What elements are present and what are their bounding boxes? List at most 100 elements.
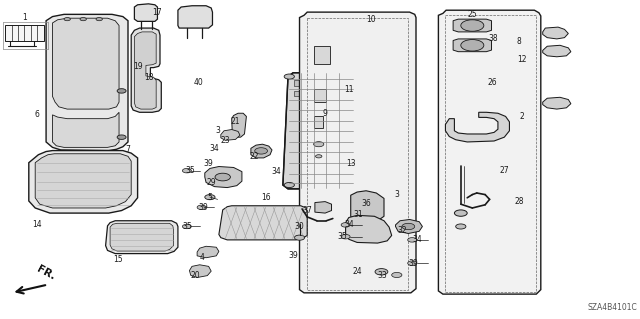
Circle shape xyxy=(348,182,358,188)
Text: 3: 3 xyxy=(215,126,220,135)
Circle shape xyxy=(402,223,415,230)
Polygon shape xyxy=(453,19,492,32)
Bar xyxy=(314,46,330,64)
Text: 4: 4 xyxy=(199,253,204,262)
Polygon shape xyxy=(438,10,541,294)
Polygon shape xyxy=(205,167,242,188)
Text: 5: 5 xyxy=(207,193,212,202)
Polygon shape xyxy=(232,113,246,137)
Polygon shape xyxy=(189,265,211,278)
Text: SZA4B4101C: SZA4B4101C xyxy=(587,303,637,312)
Circle shape xyxy=(341,223,350,227)
Polygon shape xyxy=(543,27,568,39)
Circle shape xyxy=(284,74,294,79)
Text: 19: 19 xyxy=(133,63,143,71)
Circle shape xyxy=(314,142,324,147)
Polygon shape xyxy=(315,202,332,213)
Circle shape xyxy=(64,18,70,21)
Circle shape xyxy=(117,135,126,139)
Polygon shape xyxy=(283,73,355,189)
Text: 2: 2 xyxy=(519,112,524,121)
Polygon shape xyxy=(300,12,416,293)
Text: 39: 39 xyxy=(408,259,418,268)
Text: 22: 22 xyxy=(250,152,259,161)
Circle shape xyxy=(316,155,322,158)
Text: 30: 30 xyxy=(294,222,305,231)
Text: 18: 18 xyxy=(145,73,154,82)
Polygon shape xyxy=(251,144,272,158)
Polygon shape xyxy=(197,246,219,258)
Text: 13: 13 xyxy=(346,159,356,168)
Text: 36: 36 xyxy=(361,199,371,208)
Bar xyxy=(294,80,310,86)
Text: 15: 15 xyxy=(113,256,124,264)
Polygon shape xyxy=(134,32,156,109)
Circle shape xyxy=(197,205,206,210)
Text: 27: 27 xyxy=(499,166,509,175)
Text: 40: 40 xyxy=(193,78,204,87)
Text: FR.: FR. xyxy=(35,264,57,282)
Text: 39: 39 xyxy=(203,159,213,168)
Text: 3: 3 xyxy=(394,190,399,199)
Circle shape xyxy=(182,224,191,229)
Bar xyxy=(336,80,349,86)
Polygon shape xyxy=(351,191,384,223)
Circle shape xyxy=(255,148,268,154)
Circle shape xyxy=(461,40,484,51)
Text: 24: 24 xyxy=(352,267,362,276)
Text: 34: 34 xyxy=(344,220,354,229)
Polygon shape xyxy=(543,45,571,57)
Text: 1: 1 xyxy=(22,13,27,22)
Text: 23: 23 xyxy=(220,136,230,145)
Text: 34: 34 xyxy=(271,167,282,176)
Polygon shape xyxy=(346,215,392,243)
Polygon shape xyxy=(46,14,128,151)
Circle shape xyxy=(80,18,86,21)
Text: 32: 32 xyxy=(397,226,407,235)
Polygon shape xyxy=(110,223,173,251)
Text: 7: 7 xyxy=(125,145,131,154)
Bar xyxy=(315,80,331,86)
Bar xyxy=(294,91,310,96)
Text: 29: 29 xyxy=(206,178,216,187)
Text: 35: 35 xyxy=(186,166,196,175)
Text: 39: 39 xyxy=(198,204,209,212)
Text: 14: 14 xyxy=(32,220,42,229)
Text: 16: 16 xyxy=(260,193,271,202)
Circle shape xyxy=(408,261,417,265)
Circle shape xyxy=(341,234,350,239)
Circle shape xyxy=(182,168,191,173)
Text: 34: 34 xyxy=(412,235,422,244)
Text: 34: 34 xyxy=(209,144,220,153)
Text: 33: 33 xyxy=(378,271,388,280)
Polygon shape xyxy=(131,28,161,112)
Circle shape xyxy=(117,89,126,93)
Circle shape xyxy=(375,269,388,275)
Polygon shape xyxy=(396,219,422,234)
Text: 9: 9 xyxy=(323,109,328,118)
Circle shape xyxy=(294,235,305,240)
Bar xyxy=(314,89,326,102)
Polygon shape xyxy=(178,6,212,28)
Circle shape xyxy=(392,272,402,278)
Polygon shape xyxy=(445,112,509,142)
Text: 26: 26 xyxy=(488,78,498,87)
Text: 12: 12 xyxy=(517,55,526,63)
Text: 38: 38 xyxy=(488,34,498,43)
Text: 20: 20 xyxy=(190,271,200,280)
Text: 17: 17 xyxy=(152,8,162,17)
Text: 10: 10 xyxy=(366,15,376,24)
Circle shape xyxy=(205,195,215,200)
Circle shape xyxy=(408,238,417,242)
Polygon shape xyxy=(219,206,307,240)
Text: 11: 11 xyxy=(344,85,353,94)
Circle shape xyxy=(96,18,102,21)
Polygon shape xyxy=(52,18,119,109)
Text: 39: 39 xyxy=(288,251,298,260)
Circle shape xyxy=(456,224,466,229)
Text: 35: 35 xyxy=(182,222,192,231)
Bar xyxy=(315,91,331,96)
Polygon shape xyxy=(35,154,131,208)
Circle shape xyxy=(348,74,358,79)
Circle shape xyxy=(284,182,294,188)
